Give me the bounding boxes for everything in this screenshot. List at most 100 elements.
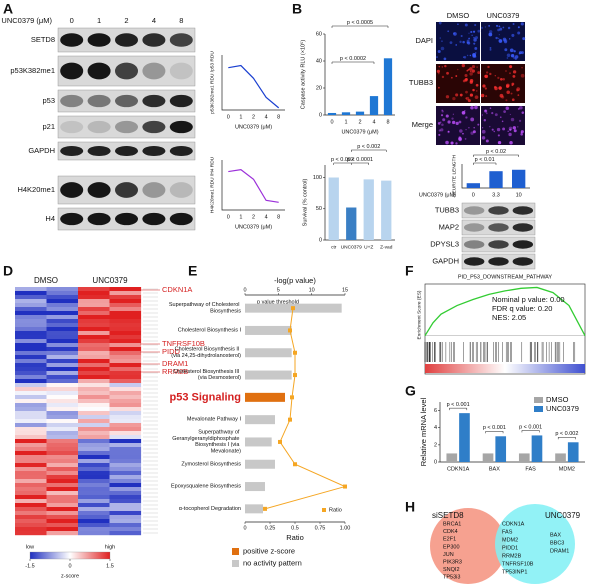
heatmap-cell — [109, 287, 142, 292]
y-tick-label: 40 — [316, 58, 322, 64]
heatmap-cell — [46, 491, 79, 496]
heatmap-cell — [15, 359, 47, 364]
heatmap-cell — [78, 323, 110, 328]
blot-band — [512, 240, 534, 249]
blot-band — [169, 94, 193, 108]
heatmap-cell — [78, 527, 110, 532]
heatmap-cell — [46, 319, 79, 324]
x2-tick-label: 0.75 — [315, 525, 326, 531]
heatmap-cell — [15, 467, 47, 472]
heatmap-cell — [46, 415, 79, 420]
ratio-marker — [288, 328, 292, 333]
heatmap-cell — [15, 331, 47, 336]
heatmap-cell — [46, 531, 79, 536]
heatmap-cell — [46, 403, 79, 408]
cell — [468, 37, 471, 40]
cell — [440, 128, 444, 132]
heatmap-cell — [78, 479, 110, 484]
heatmap-cell — [78, 387, 110, 392]
significance-bracket — [333, 162, 352, 165]
cell — [441, 109, 443, 111]
blot-band — [114, 212, 139, 226]
cell — [485, 139, 489, 143]
cell — [463, 109, 466, 112]
cell — [459, 129, 463, 133]
cell — [510, 117, 515, 122]
heatmap-cell — [46, 459, 79, 464]
cell — [517, 26, 520, 29]
heatmap-cell — [15, 307, 47, 312]
legend-swatch — [534, 397, 543, 403]
cell — [465, 129, 467, 131]
cell — [440, 114, 444, 117]
heatmap-cell — [78, 383, 110, 388]
category-label: α-tocopherol Degradation — [179, 506, 241, 512]
bar — [327, 112, 337, 115]
p-value: p < 0.002 — [555, 431, 578, 437]
bar — [383, 58, 393, 115]
cell — [437, 122, 441, 125]
heatmap-cell — [15, 531, 47, 536]
heatmap-cell — [15, 511, 47, 516]
cell — [481, 114, 484, 116]
heatmap-cell — [15, 375, 47, 380]
panel-letter: H — [405, 499, 415, 515]
cell — [447, 130, 450, 133]
cell — [498, 86, 502, 90]
blot-row-label: p53 — [42, 96, 55, 105]
axis — [461, 164, 530, 189]
gene: PIK3R3 — [443, 559, 462, 565]
cell — [473, 126, 476, 129]
heatmap-cell — [109, 295, 142, 300]
cell — [469, 80, 473, 84]
cell — [441, 123, 444, 126]
heatmap-cell — [15, 415, 47, 420]
x-tick-label: 4 — [372, 119, 375, 125]
y-axis-label: Relative mRNA level — [419, 397, 428, 466]
cell — [502, 37, 507, 42]
x-tick-label: 15 — [342, 287, 348, 293]
heatmap-cell — [78, 363, 110, 368]
dose-label: 1 — [97, 16, 101, 25]
cell — [509, 65, 513, 69]
significance-bracket — [331, 25, 389, 28]
heatmap-cell — [78, 511, 110, 516]
line — [424, 286, 586, 337]
gene: E2F1 — [443, 537, 456, 543]
bar — [363, 179, 374, 240]
heatmap-cell — [109, 467, 142, 472]
blot-band — [114, 120, 139, 134]
heatmap-cell — [109, 391, 142, 396]
x-tick-label: 0 — [330, 119, 333, 125]
heatmap-cell — [46, 527, 79, 532]
blot-band — [60, 94, 84, 108]
heatmap-cell — [46, 443, 79, 448]
heatmap-cell — [109, 379, 142, 384]
heatmap-cell — [78, 515, 110, 520]
cell — [489, 48, 492, 51]
y-tick-label: 6 — [434, 408, 437, 414]
bar — [567, 442, 579, 462]
heatmap-cell — [15, 319, 47, 324]
heatmap-cell — [15, 347, 47, 352]
cell — [466, 69, 468, 72]
heatmap-cell — [46, 355, 79, 360]
cell — [474, 105, 478, 110]
cell — [510, 92, 513, 95]
ratio-marker — [293, 373, 297, 378]
heatmap-cell — [46, 331, 79, 336]
cell — [471, 34, 473, 37]
cell — [484, 74, 487, 78]
cell — [501, 120, 504, 123]
heatmap-cell — [109, 319, 142, 324]
cell — [474, 36, 478, 40]
y-axis-label: H4K20me1 RDU /H4 RDU — [209, 156, 215, 213]
heatmap-cell — [109, 531, 142, 536]
p-value: p < 0.0002 — [340, 56, 366, 62]
treatment-label: UNC0379 (μM) — [1, 16, 52, 25]
cell — [447, 30, 450, 33]
bar — [555, 453, 566, 462]
cell — [455, 121, 459, 125]
cell — [476, 66, 478, 68]
